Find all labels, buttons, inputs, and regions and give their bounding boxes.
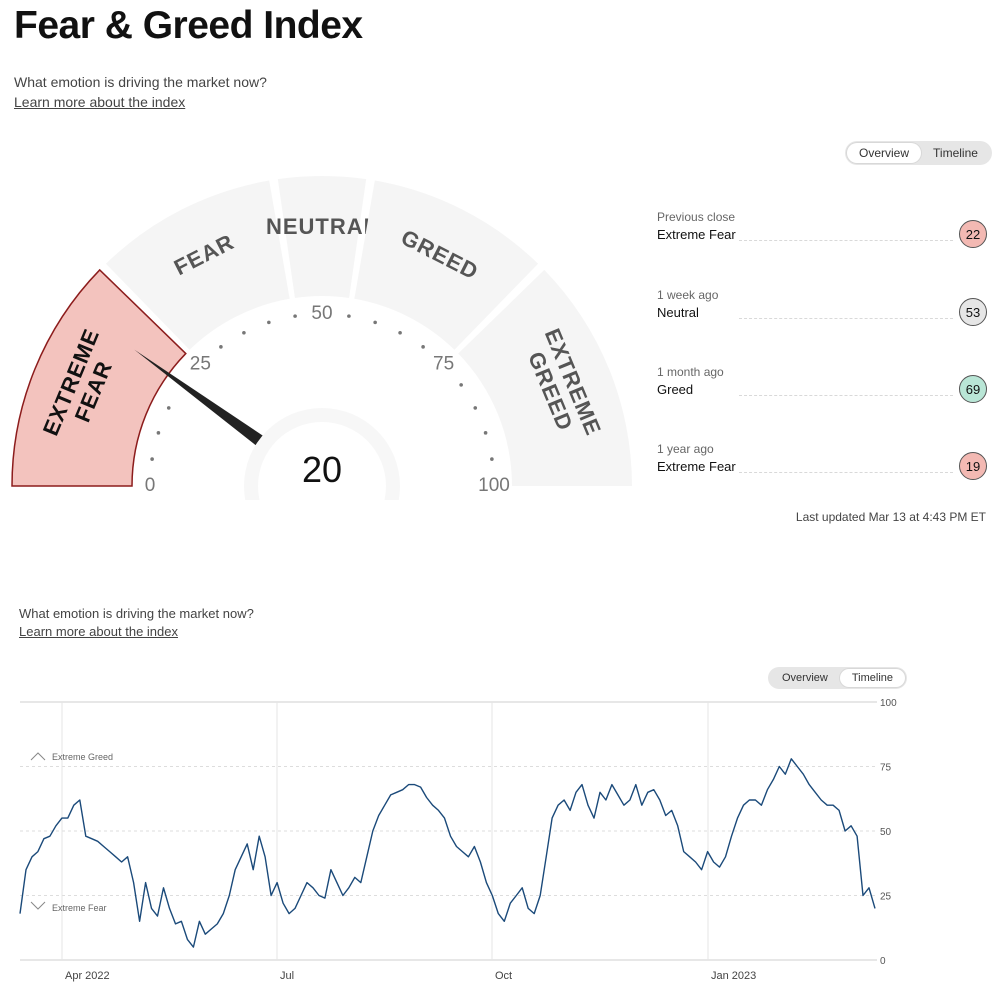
history-value-badge: 53 [959, 298, 987, 326]
timeline-y-tick-label: 25 [880, 892, 892, 903]
gauge-tick-dot [490, 457, 494, 461]
gauge-tick-dot [473, 406, 478, 410]
gauge-tick-dot [150, 457, 154, 461]
history-1-month-ago: 1 month ago Greed 69 [657, 365, 987, 425]
timeline-x-ticks: Apr 2022 Jul Oct Jan 2023 [65, 970, 756, 982]
gauge-tick-dot [242, 330, 246, 335]
history-rating: Neutral [657, 305, 699, 320]
timeline-x-tick-label: Jul [280, 970, 294, 982]
timeline-learn-more-link[interactable]: Learn more about the index [19, 624, 178, 639]
gauge-hub [258, 422, 386, 500]
gauge-tick-dot [398, 330, 402, 335]
gauge-segment-extreme-fear [11, 268, 187, 487]
history-when: 1 month ago [657, 365, 724, 379]
gauge-segment-greed [354, 180, 539, 350]
page-subtitle: What emotion is driving the market now? [14, 74, 267, 90]
gauge-tick-dot [267, 320, 271, 325]
gauge-tick-dots [150, 314, 494, 461]
band-label-extreme-greed: Extreme Greed [52, 752, 113, 762]
gauge-tick-label: 50 [311, 303, 332, 324]
gauge-segment-neutral [277, 176, 367, 298]
chevron-down-icon [30, 901, 46, 910]
gauge-tick-dot [483, 431, 488, 435]
gauge-tick-labels: 0 25 50 75 100 [145, 303, 510, 496]
history-leader [739, 318, 953, 319]
chevron-up-icon [30, 752, 46, 761]
view-toggle: Overview Timeline [845, 141, 992, 165]
gauge-tick-dot [156, 431, 161, 435]
gauge-segment-extreme-greed [458, 269, 632, 486]
learn-more-link[interactable]: Learn more about the index [14, 94, 186, 110]
gauge-tick-dot [421, 345, 425, 349]
history-value-badge: 69 [959, 375, 987, 403]
timeline-x-tick-label: Apr 2022 [65, 970, 110, 982]
gauge-segment-fear [105, 180, 290, 350]
gauge-tick-label: 75 [433, 353, 454, 374]
timeline-x-tick-label: Oct [495, 970, 512, 982]
timeline-y-tick-label: 100 [880, 698, 897, 709]
history-rating: Extreme Fear [657, 227, 736, 242]
gauge-label-neutral: NEUTRAL [266, 214, 378, 239]
gauge-tick-dot [293, 314, 297, 318]
timeline-tab-overview[interactable]: Overview [782, 672, 828, 684]
gauge-tick-label: 25 [190, 353, 211, 374]
timeline-chart: Extreme Greed Extreme Fear 100 75 50 25 0 Ap… [19, 698, 897, 982]
page-title: Fear & Greed Index [14, 4, 363, 47]
gauge-tick-dot [219, 345, 223, 349]
timeline-tab-timeline[interactable]: Timeline [839, 669, 906, 687]
history-when: 1 year ago [657, 442, 714, 456]
timeline-y-tick-label: 0 [880, 956, 886, 967]
timeline-x-tick-label: Jan 2023 [711, 970, 756, 982]
timeline-view-toggle: Overview Timeline [768, 667, 908, 689]
gauge-value: 20 [302, 449, 342, 490]
gauge-tick-dot [166, 406, 171, 410]
tab-timeline[interactable]: Timeline [933, 146, 978, 160]
gauge-tick-label: 0 [145, 475, 156, 496]
history-previous-close: Previous close Extreme Fear 22 [657, 210, 987, 270]
timeline-band-labels: Extreme Greed Extreme Fear [30, 752, 113, 913]
timeline-y-tick-label: 50 [880, 827, 892, 838]
history-when: 1 week ago [657, 288, 719, 302]
history-value-badge: 22 [959, 220, 987, 248]
tab-overview[interactable]: Overview [847, 143, 922, 163]
gauge-tick-dot [347, 314, 351, 318]
timeline-subtitle: What emotion is driving the market now? [19, 606, 254, 621]
history-value-badge: 19 [959, 452, 987, 480]
history-leader [739, 240, 953, 241]
history-rating: Extreme Fear [657, 459, 736, 474]
history-leader [739, 395, 953, 396]
gauge-tick-label: 100 [478, 475, 510, 496]
gauge-tick-dot [459, 383, 463, 387]
history-rating: Greed [657, 382, 694, 397]
timeline-series-line [19, 758, 876, 948]
last-updated: Last updated Mar 13 at 4:43 PM ET [795, 510, 986, 524]
history-leader [739, 472, 953, 473]
history-when: Previous close [657, 210, 736, 224]
history-1-year-ago: 1 year ago Extreme Fear 19 [657, 442, 987, 502]
band-label-extreme-fear: Extreme Fear [52, 903, 107, 913]
timeline-y-ticks: 100 75 50 25 0 [880, 698, 897, 967]
history-1-week-ago: 1 week ago Neutral 53 [657, 288, 987, 348]
gauge-tick-dot [373, 320, 377, 325]
timeline-y-tick-label: 75 [880, 763, 892, 774]
